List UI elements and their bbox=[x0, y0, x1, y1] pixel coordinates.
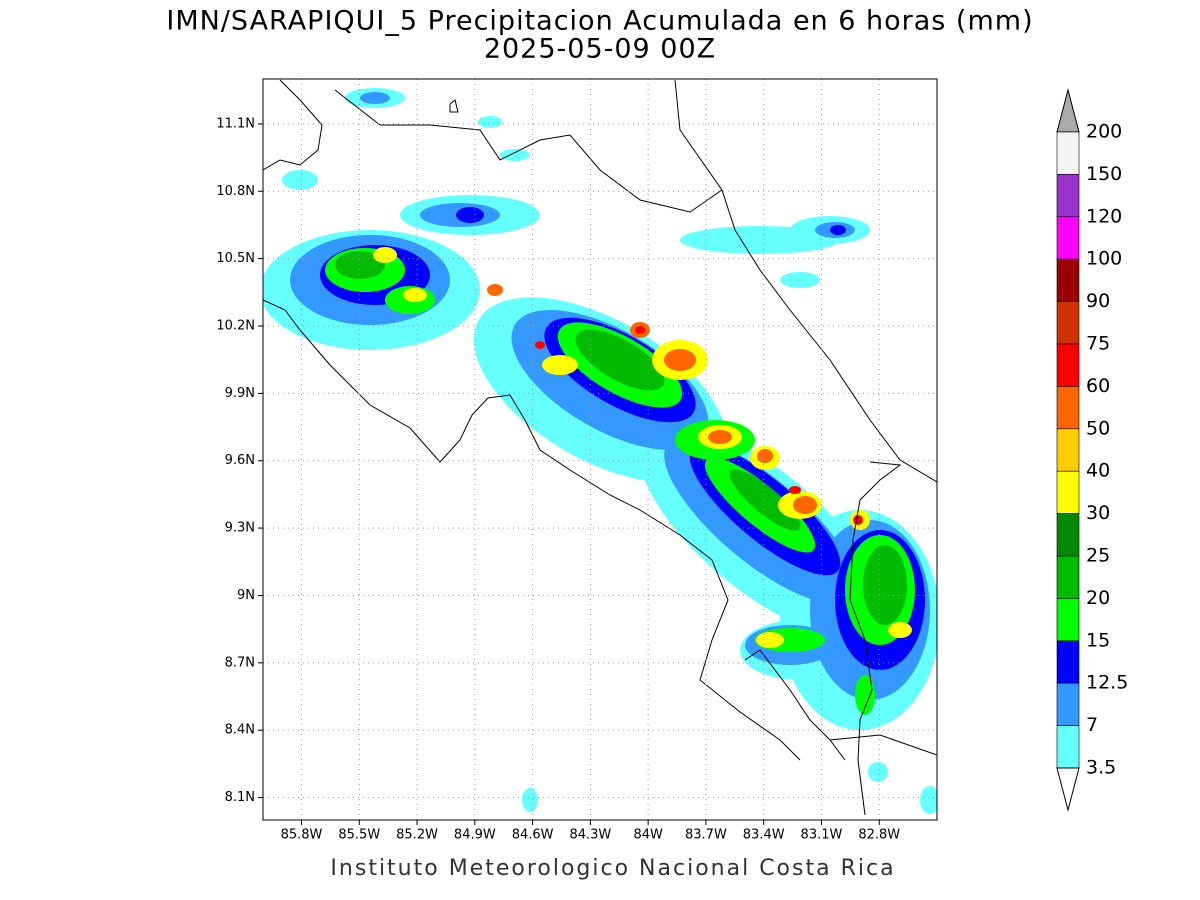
x-tick-label: 85.2W bbox=[396, 828, 438, 843]
colorbar-segment bbox=[1056, 343, 1080, 387]
colorbar-label: 7 bbox=[1086, 714, 1098, 736]
x-tick-label: 85.8W bbox=[281, 828, 323, 843]
map-frame bbox=[262, 78, 938, 821]
colorbar-label: 12.5 bbox=[1086, 672, 1128, 694]
colorbar-segment bbox=[1056, 386, 1080, 430]
colorbar-segment bbox=[1056, 301, 1080, 345]
y-tick-label: 8.7N bbox=[225, 655, 255, 670]
x-tick-label: 84.3W bbox=[569, 828, 611, 843]
colorbar-segment bbox=[1056, 682, 1080, 726]
x-tick-label: 85.5W bbox=[338, 828, 380, 843]
x-tick-label: 83.7W bbox=[685, 828, 727, 843]
colorbar-label: 15 bbox=[1086, 629, 1110, 651]
colorbar-label: 60 bbox=[1086, 375, 1110, 397]
colorbar-segment bbox=[1056, 725, 1080, 769]
y-tick-label: 11.1N bbox=[216, 116, 255, 131]
x-tick-label: 84W bbox=[633, 828, 663, 843]
x-tick-label: 84.6W bbox=[512, 828, 554, 843]
colorbar-segment bbox=[1056, 216, 1080, 260]
colorbar-under bbox=[1056, 767, 1080, 812]
colorbar-label: 40 bbox=[1086, 460, 1110, 482]
y-tick-label: 10.2N bbox=[216, 319, 255, 334]
colorbar-segment bbox=[1056, 470, 1080, 514]
colorbar-label: 150 bbox=[1086, 163, 1122, 185]
y-tick-label: 9.3N bbox=[225, 521, 255, 536]
colorbar-label: 3.5 bbox=[1086, 757, 1116, 779]
y-tick-label: 9.6N bbox=[225, 453, 255, 468]
x-tick-label: 82.8W bbox=[858, 828, 900, 843]
precipitation-field bbox=[263, 88, 937, 814]
colorbar-segment bbox=[1056, 555, 1080, 599]
colorbar-label: 50 bbox=[1086, 417, 1110, 439]
colorbar-label: 120 bbox=[1086, 205, 1122, 227]
subtitle: 2025-05-09 00Z bbox=[484, 34, 716, 65]
colorbar: 200 150 120 100 90 75 60 50 40 30 25 20 15 12.5 7 3.5 bbox=[1056, 88, 1128, 812]
x-tick-label: 83.1W bbox=[801, 828, 843, 843]
footer: Instituto Meteorologico Nacional Costa R… bbox=[330, 856, 895, 881]
colorbar-label: 200 bbox=[1086, 121, 1122, 143]
colorbar-segment bbox=[1056, 258, 1080, 302]
title: IMN/SARAPIQUI_5 Precipitacion Acumulada … bbox=[166, 6, 1033, 37]
y-tick-label: 10.5N bbox=[216, 251, 255, 266]
coastlines bbox=[263, 79, 937, 816]
x-tick-label: 84.9W bbox=[454, 828, 496, 843]
colorbar-label: 20 bbox=[1086, 587, 1110, 609]
colorbar-segment bbox=[1056, 513, 1080, 557]
y-tick-label: 9N bbox=[237, 588, 255, 603]
x-tick-label: 83.4W bbox=[743, 828, 785, 843]
y-tick-label: 9.9N bbox=[225, 386, 255, 401]
colorbar-segment bbox=[1056, 428, 1080, 472]
colorbar-over bbox=[1056, 88, 1080, 133]
colorbar-label: 90 bbox=[1086, 290, 1110, 312]
colorbar-segment bbox=[1056, 640, 1080, 684]
colorbar-label: 25 bbox=[1086, 545, 1110, 567]
colorbar-label: 100 bbox=[1086, 248, 1122, 270]
colorbar-label: 30 bbox=[1086, 502, 1110, 524]
colorbar-label: 75 bbox=[1086, 333, 1110, 355]
y-tick-label: 8.1N bbox=[225, 790, 255, 805]
colorbar-segment bbox=[1056, 131, 1080, 175]
colorbar-segment bbox=[1056, 598, 1080, 642]
colorbar-segment bbox=[1056, 174, 1080, 218]
y-tick-label: 10.8N bbox=[216, 184, 255, 199]
axes: 85.8W 85.5W 85.2W 84.9W 84.6W 84.3W 84W 83.7W 83… bbox=[216, 79, 937, 843]
y-tick-label: 8.4N bbox=[225, 723, 255, 738]
